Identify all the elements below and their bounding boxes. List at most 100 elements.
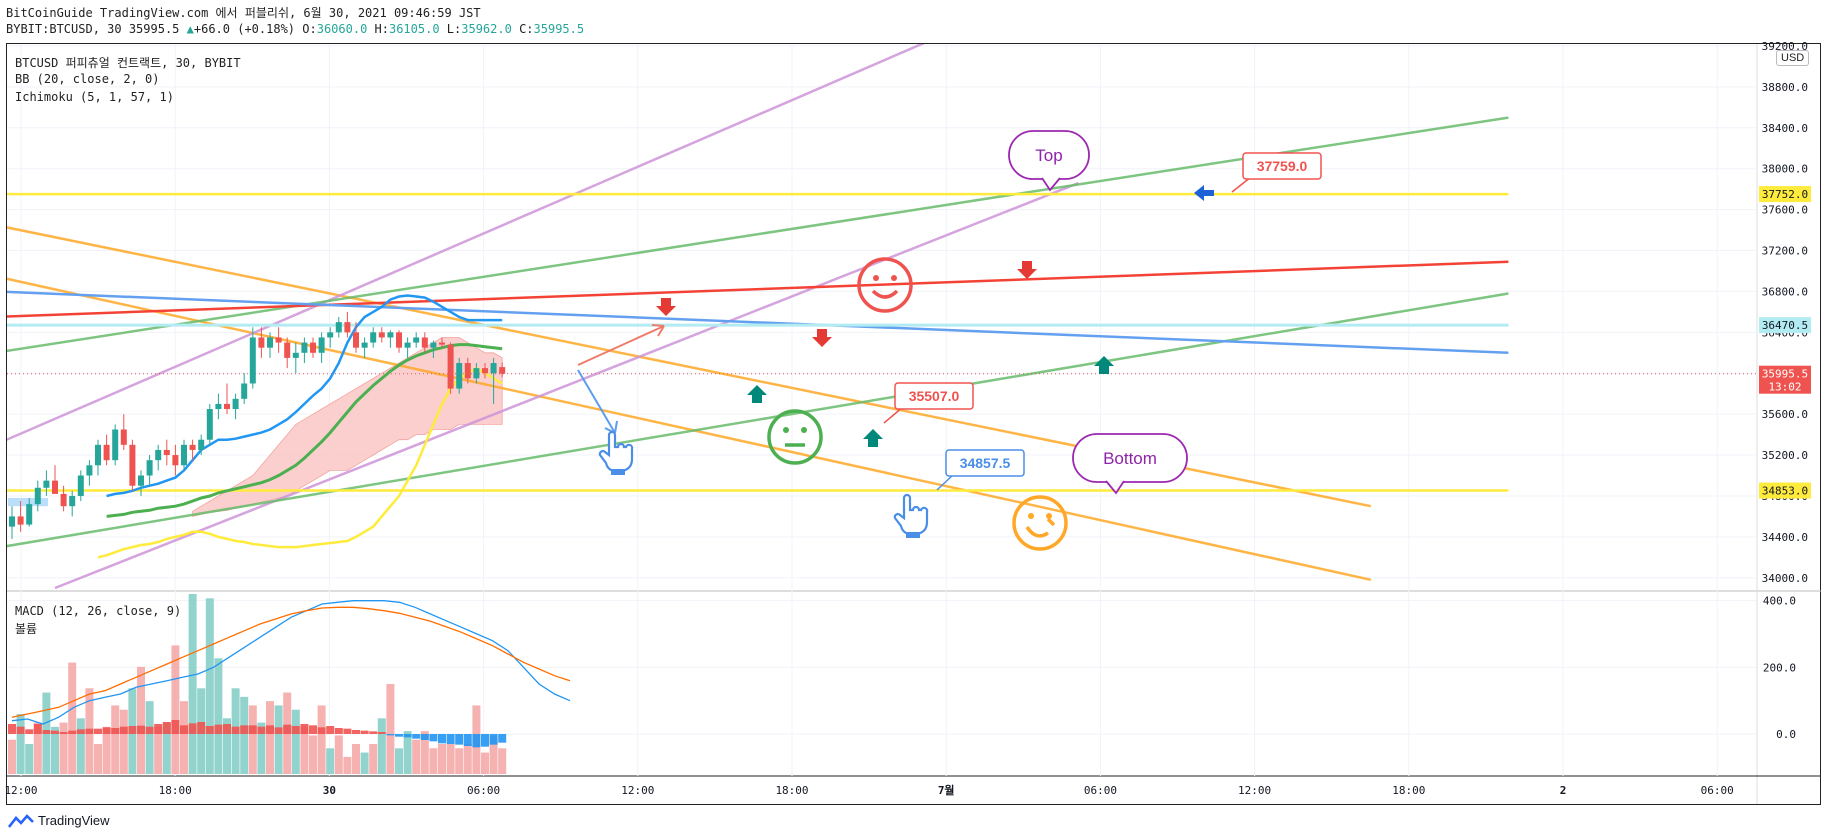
happy-face-icon-eye [873, 275, 879, 281]
drawing-annotations[interactable]: 37759.0 35507.0 34857.5 Top Bottom [577, 130, 1322, 551]
volume-bar [386, 684, 395, 774]
purple-channel-line-2 [54, 181, 1079, 590]
macd-histogram-bar [274, 727, 283, 734]
macd-histogram-bar [489, 734, 498, 745]
buy-arrow-icon [1094, 356, 1114, 374]
header-symbol: BYBIT:BTCUSD, 30 [6, 22, 122, 36]
candle-body [77, 475, 84, 496]
volume-bar [352, 744, 360, 774]
trend-lines[interactable] [0, 36, 1757, 590]
candle-body [439, 342, 445, 345]
candle-body [181, 444, 187, 466]
candle-body [249, 337, 256, 384]
currency-badge[interactable]: USD [1776, 50, 1810, 66]
price-tick-label: 38400.0 [1762, 122, 1808, 135]
price-callout-37759-text: 37759.0 [1257, 158, 1308, 174]
candle-body [456, 363, 463, 389]
candle-body [112, 429, 119, 461]
time-tick-label: 30 [323, 784, 336, 797]
volume-bar [223, 718, 231, 774]
volume-bar [300, 726, 309, 774]
volume-bar [111, 705, 120, 774]
price-tick-label: 37200.0 [1762, 245, 1808, 258]
volume-bar [463, 744, 472, 774]
price-tick-label: 39200.0 [1762, 40, 1808, 53]
candle-body [387, 332, 394, 338]
buy-arrow-icon-shape [1094, 356, 1114, 374]
macd-histogram-bar [119, 726, 128, 734]
buy-arrow-icon [863, 429, 883, 447]
candle-body [404, 342, 411, 348]
candle-body [206, 409, 213, 440]
volume-bar [395, 748, 403, 774]
macd-histogram-bar [68, 730, 77, 734]
macd-histogram-bar [420, 734, 429, 740]
candle-body [163, 449, 170, 456]
tradingview-logo[interactable]: TradingView [8, 813, 110, 828]
macd-histogram-bar [111, 728, 120, 734]
candle-body [413, 337, 420, 343]
price-callout-34857: 34857.5 [936, 449, 1025, 491]
candle-body [60, 493, 67, 507]
candle-body [396, 332, 402, 348]
macd-histogram-bar [438, 734, 446, 744]
time-tick-label: 7월 [938, 783, 955, 797]
macd-histogram-bar [180, 725, 188, 734]
candle-body [198, 439, 205, 450]
price-labels: 37752.0 36470.5 35995.513:02 34853.0 [1759, 186, 1811, 499]
volume-bar [429, 748, 438, 774]
macd-histogram-bar [266, 725, 274, 734]
happy-face-icon-ring [857, 257, 913, 313]
macd-histogram-bar [231, 726, 240, 734]
macd-histogram-bar [171, 720, 180, 734]
candle-body [120, 429, 127, 445]
macd-histogram-bar [360, 730, 369, 734]
bottom-speech-bubble-text: Bottom [1103, 449, 1157, 468]
candle-body [103, 444, 110, 461]
bottom-speech-bubble: Bottom [1072, 433, 1188, 495]
candle-body [361, 342, 368, 348]
sell-arrow-icon-shape [656, 298, 676, 316]
dizzy-face-icon-eye [1028, 513, 1034, 519]
candle-body [447, 344, 454, 389]
macd-histogram-bar [8, 724, 16, 734]
bottom-speech-bubble-tail [1105, 480, 1125, 495]
price-tick-label: 38000.0 [1762, 163, 1808, 176]
volume-bar [481, 752, 489, 774]
volume-bar [25, 744, 34, 774]
volume-bar [326, 748, 335, 774]
price-tick-label: 36800.0 [1762, 285, 1808, 298]
top-speech-bubble-text: Top [1035, 146, 1062, 165]
candles [9, 311, 506, 539]
blue-trend-line [7, 290, 1509, 355]
volume-bar [188, 594, 197, 774]
macd-histogram-bar [429, 734, 438, 742]
macd-histogram-bar [446, 734, 455, 744]
pointer-hand-icon-outline [893, 493, 929, 536]
neutral-face-icon-eye [801, 427, 807, 433]
price-label-bg [1759, 482, 1811, 499]
macd-histogram [8, 720, 507, 748]
macd-histogram-bar [59, 732, 68, 734]
volume-bar [68, 662, 77, 774]
projection-arrow-up-head [651, 324, 665, 337]
volume-bar [180, 701, 188, 774]
candle-body [69, 495, 76, 507]
macd-histogram-bar [145, 726, 154, 734]
macd-histogram-bar [283, 724, 292, 734]
price-tick-label: 34400.0 [1762, 531, 1808, 544]
ichimoku-tenkan-line [97, 366, 503, 559]
price-label-text: 34853.0 [1762, 485, 1808, 498]
legend-volume: 볼륨 [15, 622, 38, 636]
macd-histogram-bar [334, 728, 343, 734]
macd-tick-label: 0.0 [1776, 728, 1796, 741]
price-callout-34857-text: 34857.5 [960, 455, 1011, 471]
happy-face-icon-eye [891, 275, 897, 281]
volume-bar [214, 658, 223, 774]
header-change-arrow: ▲ [186, 22, 194, 36]
price-label-text: 35995.5 [1762, 368, 1808, 381]
candle-body [490, 363, 497, 374]
header-o-label: O: [302, 22, 317, 36]
candle-body [310, 342, 316, 353]
